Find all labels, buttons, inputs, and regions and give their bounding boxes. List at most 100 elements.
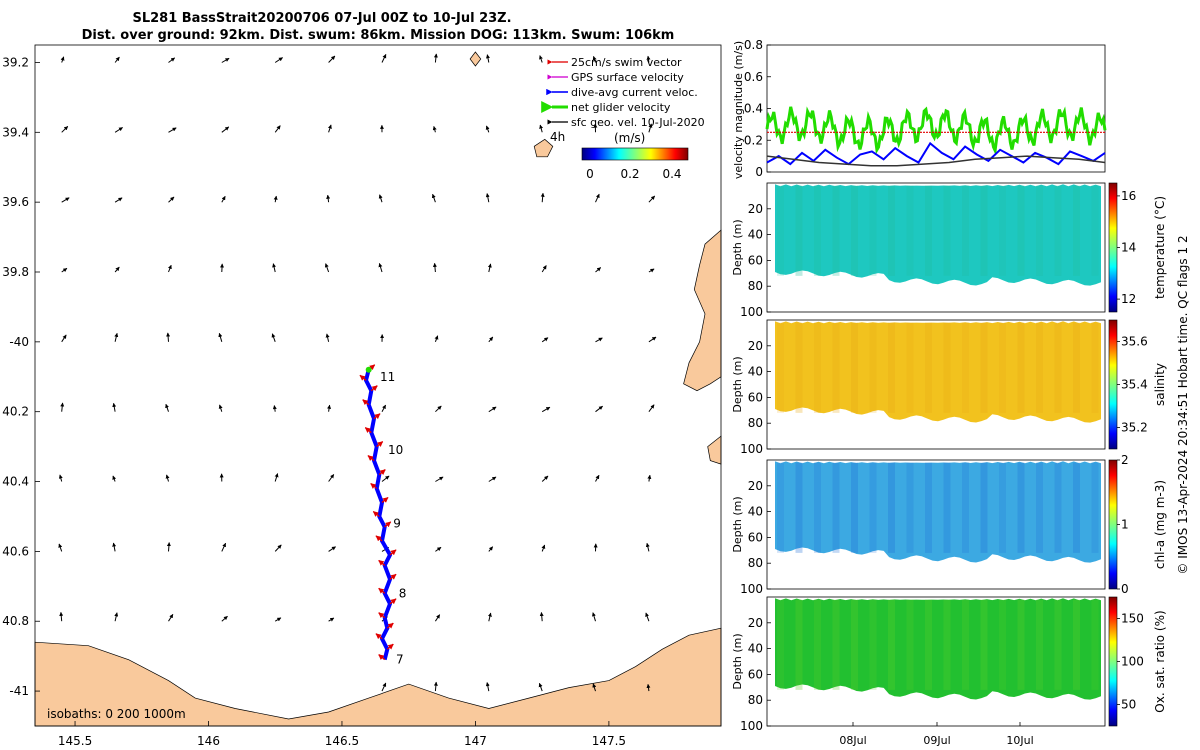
sfc-geo-arrow [271, 333, 276, 342]
sfc-geo-arrow [434, 335, 439, 342]
sfc-geo-arrow [539, 612, 544, 622]
sfc-geo-arrow [485, 193, 490, 203]
sfc-geo-arrow [58, 543, 63, 552]
sfc-geo-arrow [539, 124, 544, 133]
salinity-section: 20 40 60 80 100 Depth (m) 35.2 35.4 35.6 salinity [731, 319, 1167, 456]
credit-text: © IMOS 13-Apr-2024 20:34:51 Hobart time.… [1176, 235, 1190, 574]
sfc-geo-arrow [168, 613, 174, 622]
section-y-tick-label: 60 [748, 390, 763, 404]
swim-vector-arrow [373, 413, 381, 420]
sfc-geo-arrow [166, 332, 171, 342]
day-label: 8 [399, 586, 407, 600]
sfc-geo-arrow [645, 612, 650, 622]
section-stripe [999, 322, 1006, 413]
section-stripe [943, 322, 951, 413]
section-stripe [888, 462, 895, 553]
sfc-geo-arrow [61, 197, 70, 203]
section-y-tick-label: 80 [748, 279, 763, 293]
sfc-geo-arrow [488, 336, 494, 343]
colorbar-tick-label: 2 [1121, 453, 1129, 467]
sfc-geo-arrow [646, 683, 651, 692]
section-stripe [814, 322, 821, 413]
section-stripe [1054, 322, 1062, 413]
sfc-geo-arrow [432, 126, 437, 133]
section-colorbar [1108, 182, 1118, 313]
colorbar-prefix: 4h [550, 130, 565, 144]
swim-vector-arrow [386, 643, 394, 650]
sfc-geo-arrow [541, 544, 546, 552]
sfc-geo-arrow [328, 55, 336, 63]
sfc-geo-arrow [592, 683, 597, 692]
sfc-geo-arrow [272, 405, 277, 412]
sfc-geo-arrow [434, 614, 441, 622]
map-y-axis: 39.2 39.4 39.6 39.8 -40 40.2 40.4 40.6 40.8 -41 [2, 55, 40, 698]
sfc-geo-arrow [433, 681, 438, 692]
map-x-tick-label: 145.5 [58, 734, 92, 748]
section-axes-border [766, 459, 1106, 590]
section-stripe [1091, 322, 1099, 413]
section-stripe [943, 599, 951, 690]
section-stripe [1036, 322, 1043, 413]
section-stripe [832, 322, 840, 413]
section-stripe [962, 462, 969, 553]
section-colorbar [1108, 319, 1118, 450]
section-stripe [832, 462, 840, 553]
section-axes-border [766, 596, 1106, 727]
land-hogan-island [469, 51, 482, 67]
sfc-geo-arrow [595, 193, 600, 203]
section-stripe [777, 185, 784, 276]
swim-vector-arrow [381, 496, 389, 504]
section-stripe [999, 462, 1006, 553]
section-stripe [1073, 185, 1080, 276]
sfc-geo-arrow [538, 682, 543, 692]
chla-section: 20 40 60 80 100 Depth (m) 0 1 2 chl-a (mg m-3) [731, 453, 1167, 596]
sfc-geo-arrow [274, 125, 281, 133]
sfc-geo-arrow [165, 474, 170, 482]
velocity-y-tick-label: 0.8 [744, 38, 763, 52]
sfc-geo-arrow [381, 404, 387, 412]
section-stripe [1073, 322, 1080, 413]
velocity-axes [766, 44, 1106, 173]
map-axes-border [34, 44, 722, 727]
sfc-geo-arrow [218, 332, 223, 342]
section-stripe [925, 462, 932, 553]
sfc-geo-arrow [485, 682, 490, 692]
sfc-geo-arrow [541, 406, 551, 413]
day-label: 7 [396, 653, 404, 667]
sfc-geo-arrow [328, 474, 335, 482]
section-stripe [980, 185, 988, 276]
sfc-geo-arrow [595, 474, 600, 482]
swim-vector-arrow [389, 573, 397, 580]
section-ylabel: Depth (m) [731, 496, 744, 552]
sfc-geo-arrow [221, 542, 227, 552]
swim-vector-arrow [362, 399, 370, 406]
legend-sfc-geo-label: sfc geo. vel. 10-Jul-2020 [571, 116, 705, 129]
colorbar-tick-label: 1 [1121, 518, 1129, 532]
velocity-y-tick-label: 0.2 [744, 133, 763, 147]
section-stripe [1054, 462, 1062, 553]
sfc-geo-arrow [168, 264, 172, 273]
swim-vector-arrow [389, 598, 397, 605]
colorbar-label: chl-a (mg m-3) [1153, 480, 1167, 569]
map-y-tick-label: 40.4 [2, 475, 29, 489]
sfc-geo-arrow [378, 263, 383, 273]
section-field [775, 461, 1101, 563]
section-stripe [1073, 462, 1080, 553]
section-stripe [999, 185, 1006, 276]
velocity-y-axis: 0 0.2 0.4 0.6 0.8 [744, 38, 771, 179]
section-stripe [906, 599, 914, 690]
sfc-geo-arrow [114, 197, 123, 203]
map-colorbar [581, 147, 689, 161]
velocity-y-tick-label: 0.4 [744, 102, 763, 116]
section-stripe [795, 185, 803, 276]
section-stripe [980, 599, 988, 690]
sfc-geo-arrow [60, 402, 65, 412]
sfc-geo-arrow [274, 544, 282, 552]
map-x-tick-label: 147.5 [592, 734, 626, 748]
colorbar-tick-label: 35.6 [1121, 335, 1148, 349]
sfc-geo-arrow [488, 476, 497, 482]
sfc-geo-arrow [648, 123, 653, 133]
sfc-geo-arrow [381, 682, 387, 692]
colorbar-label: salinity [1153, 363, 1167, 406]
